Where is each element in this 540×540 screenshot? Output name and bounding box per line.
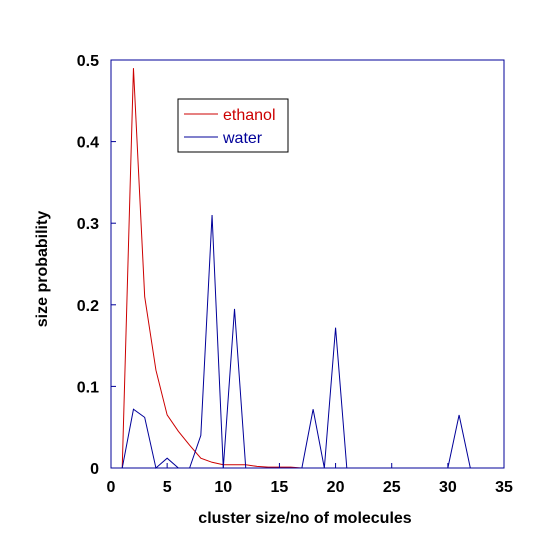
labels-layer: 0 5 10 15 20 25 30 35 0 0.1 0.2 0.3 0.4 0.5 <box>77 53 513 496</box>
x-axis-title: cluster size/no of molecules <box>198 510 412 527</box>
legend-box <box>177 98 289 153</box>
x-tick-label: 0 <box>107 479 116 496</box>
y-tick-label: 0 <box>90 461 99 478</box>
y-tick-label: 0.4 <box>77 135 99 152</box>
x-tick-label: 30 <box>439 479 457 496</box>
y-tick-label: 0.5 <box>77 53 99 70</box>
x-tick-label: 35 <box>495 479 513 496</box>
ticks-layer <box>110 59 505 469</box>
x-tick-label: 15 <box>271 479 289 496</box>
x-tick-label: 25 <box>383 479 401 496</box>
x-tick-label: 20 <box>327 479 345 496</box>
y-tick-label: 0.3 <box>77 216 99 233</box>
legend-label-ethanol: ethanol <box>223 107 276 124</box>
x-tick-label: 10 <box>214 479 232 496</box>
plot-frame <box>110 59 505 469</box>
legend-label-water: water <box>222 130 263 147</box>
y-tick-label: 0.1 <box>77 379 99 396</box>
y-axis-title: size probability <box>34 211 51 328</box>
legend: ethanol water <box>177 98 289 153</box>
x-tick-label: 5 <box>163 479 172 496</box>
y-tick-label: 0.2 <box>77 298 99 315</box>
